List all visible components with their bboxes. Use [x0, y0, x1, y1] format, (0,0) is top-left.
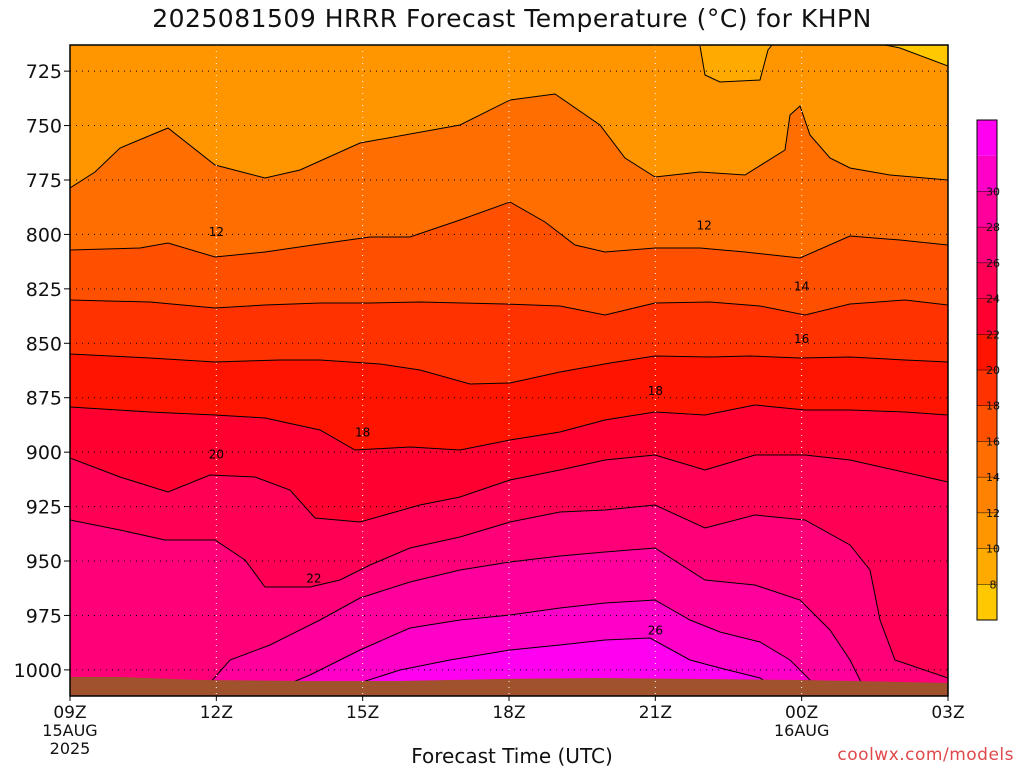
contour-label-3: 16	[794, 332, 809, 346]
contour-label-1: 12	[696, 219, 711, 233]
colorbar-label-14: 14	[986, 471, 1000, 484]
band-8-corner	[885, 45, 948, 66]
colorbar-swatch-5	[977, 405, 997, 442]
contour-18	[70, 353, 948, 385]
contour-label-2: 14	[794, 280, 809, 294]
colorbar-label-12: 12	[986, 507, 1000, 520]
y-tick-label-850: 850	[26, 333, 62, 355]
x-tick-label-12Z: 12Z	[200, 703, 233, 723]
x-axis-label: Forecast Time (UTC)	[411, 744, 613, 768]
contour-12	[70, 93, 948, 189]
band-10-pocket	[700, 45, 772, 82]
colorbar-label-18: 18	[986, 400, 1000, 413]
contour-label-0: 12	[209, 225, 224, 239]
x-tick-label-15Z: 15Z	[346, 703, 379, 723]
colorbar-swatch-6	[977, 370, 997, 406]
colorbar-label-28: 28	[986, 221, 1000, 234]
y-axis: 725 750 775 800 825 850 875 900 925 950 975 1000	[14, 61, 70, 682]
contour-label-8: 26	[648, 624, 663, 638]
y-tick-label-925: 925	[26, 497, 62, 519]
x-tick-label-00Z: 00Z	[785, 703, 818, 723]
x-tick-sub-09Z-1: 2025	[50, 739, 91, 758]
contour-20	[70, 404, 948, 451]
contour-14	[70, 201, 948, 259]
y-tick-label-775: 775	[26, 170, 62, 192]
colorbar-label-20: 20	[986, 364, 1000, 377]
contour-26	[197, 547, 869, 696]
y-tick-label-1000: 1000	[14, 660, 62, 682]
colorbar-swatch-8	[977, 298, 997, 335]
y-tick-label-975: 975	[26, 605, 62, 627]
y-tick-label-750: 750	[26, 116, 62, 138]
contour-labels: 12 12 14 16 18 18 20 22 26	[209, 219, 810, 638]
y-tick-label-875: 875	[26, 388, 62, 410]
colorbar-label-8: 8	[990, 578, 997, 591]
contour-16	[70, 299, 948, 316]
colorbar-label-22: 22	[986, 328, 1000, 341]
credit-link[interactable]: coolwx.com/models	[837, 745, 1014, 765]
colorbar-swatch-4	[977, 441, 997, 478]
contour-28	[258, 599, 823, 696]
x-tick-label-18Z: 18Z	[492, 703, 525, 723]
contour-10	[699, 45, 948, 83]
y-tick-label-800: 800	[26, 224, 62, 246]
colorbar-swatch-7	[977, 334, 997, 370]
contour-label-7: 22	[306, 571, 321, 585]
x-tick-sub-00Z-0: 16AUG	[774, 721, 829, 740]
colorbar: 8 10 12 14 16 18 20 22 24 26 28 30	[976, 119, 1000, 621]
colorbar-label-30: 30	[986, 185, 1000, 198]
colorbar-swatch-1	[977, 548, 997, 585]
x-tick-label-21Z: 21Z	[639, 703, 672, 723]
ground-fill	[70, 677, 948, 696]
y-tick-label-950: 950	[26, 551, 62, 573]
colorbar-swatch-12	[977, 155, 997, 192]
colorbar-swatch-9	[977, 262, 997, 299]
y-tick-label-825: 825	[26, 279, 62, 301]
y-tick-label-725: 725	[26, 61, 62, 83]
colorbar-label-24: 24	[986, 293, 1000, 306]
contour-22	[70, 454, 948, 523]
contour-24	[70, 504, 948, 679]
y-tick-label-900: 900	[26, 442, 62, 464]
contour-label-5: 18	[355, 426, 370, 440]
colorbar-swatch-11	[977, 191, 997, 228]
colorbar-swatch-10	[977, 227, 997, 263]
colorbar-swatch-2	[977, 512, 997, 549]
colorbar-label-10: 10	[986, 543, 1000, 556]
colorbar-label-16: 16	[986, 435, 1000, 448]
x-tick-sub-09Z-0: 15AUG	[42, 721, 97, 740]
contour-label-6: 20	[209, 447, 224, 461]
ground-layer	[70, 677, 948, 696]
grid-lines	[70, 45, 948, 696]
colorbar-swatch-3	[977, 477, 997, 513]
colorbar-label-26: 26	[986, 257, 1000, 270]
colorbar-swatch-13	[977, 120, 997, 156]
x-tick-label-03Z: 03Z	[931, 703, 964, 723]
x-tick-label-09Z: 09Z	[53, 703, 86, 723]
contour-label-4: 18	[648, 384, 663, 398]
chart-title: 2025081509 HRRR Forecast Temperature (°C…	[152, 4, 872, 33]
colorbar-swatch-0	[977, 584, 997, 620]
